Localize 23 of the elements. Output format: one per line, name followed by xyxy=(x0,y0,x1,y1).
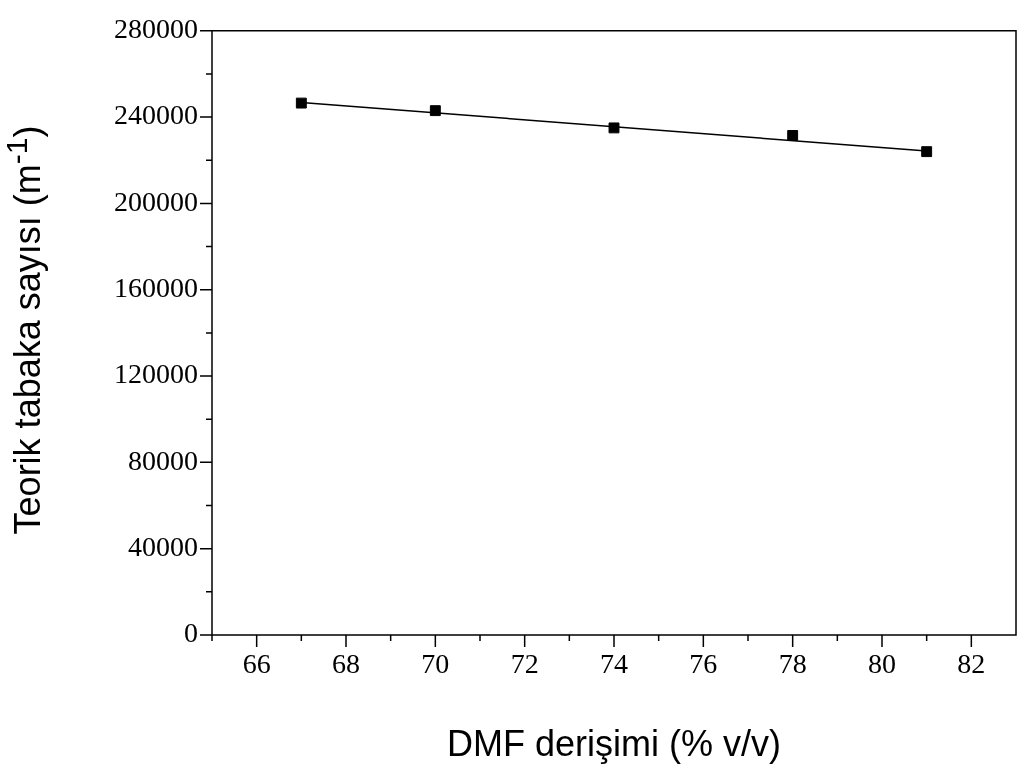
y-tick-label: 240000 xyxy=(114,99,198,131)
x-tick-label: 68 xyxy=(332,648,360,680)
point xyxy=(921,146,933,158)
point xyxy=(429,105,441,117)
x-tick-label: 74 xyxy=(600,648,628,680)
x-tick-label: 80 xyxy=(868,648,896,680)
point xyxy=(787,130,799,141)
y-tick-label: 40000 xyxy=(128,531,198,563)
y-tick-label: 80000 xyxy=(128,444,198,476)
x-tick-label: 70 xyxy=(421,648,450,680)
y-tick-label: 0 xyxy=(184,617,198,649)
x-tick-label: 82 xyxy=(957,648,986,680)
point xyxy=(295,97,307,109)
y-tick-label: 120000 xyxy=(114,358,198,390)
y-tick-label: 200000 xyxy=(114,185,198,217)
x-tick-label: 66 xyxy=(242,648,271,680)
point xyxy=(608,122,620,134)
y-tick-label: 160000 xyxy=(114,272,198,304)
x-tick-label: 72 xyxy=(510,648,539,680)
x-tick-label: 78 xyxy=(778,648,807,680)
x-axis-title: DMF derişimi (% v/v) xyxy=(447,723,781,765)
y-tick-label: 280000 xyxy=(114,13,198,45)
x-tick-label: 76 xyxy=(689,648,718,680)
